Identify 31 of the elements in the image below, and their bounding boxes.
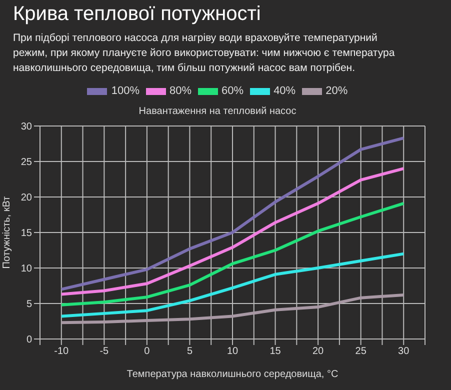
- x-tick-label: 30: [398, 346, 410, 358]
- line-series: [60, 136, 406, 291]
- y-tick-label: 5: [26, 299, 32, 310]
- y-tick-label: 30: [20, 122, 32, 133]
- legend-label: 80%: [168, 85, 192, 97]
- x-tick-label: 20: [312, 346, 324, 358]
- line-series: [60, 252, 406, 318]
- chart-title: Крива теплової потужності: [13, 3, 261, 26]
- y-tick-label: 15: [20, 228, 32, 240]
- y-tick-label: 0: [26, 334, 32, 346]
- x-tick-label: 10: [226, 346, 238, 358]
- x-tick-label: -10: [54, 346, 70, 358]
- legend-label: 20%: [324, 85, 348, 97]
- legend-label: 100%: [110, 85, 140, 97]
- y-tick-label: 25: [20, 157, 32, 168]
- legend-label: 60%: [220, 85, 244, 97]
- x-tick-label: 15: [270, 346, 282, 358]
- legend-label: 40%: [272, 85, 296, 97]
- y-axis-title: Потужність, кВт: [2, 196, 13, 269]
- x-tick-label: 0: [144, 346, 150, 358]
- x-tick-label: 5: [186, 346, 193, 358]
- legend-title: Навантаження на тепловий насос: [138, 106, 298, 117]
- x-tick-label: 25: [355, 346, 367, 358]
- line-series: [60, 202, 406, 306]
- x-axis-title: Температура навколишнього середовища, °C: [126, 369, 338, 380]
- chart-subtitle: При підборі теплового насоса для нагріву води враховуйте температурний режим, при якому плануєте його використовувати: чим нижчою є температура навколишнього середовища, тим більш потужний насос вам потрібен.: [13, 31, 396, 76]
- y-tick-label: 20: [20, 192, 32, 204]
- line-series: [60, 167, 406, 296]
- x-tick-label: -5: [100, 346, 110, 358]
- line-series: [60, 293, 406, 324]
- y-tick-label: 10: [20, 264, 32, 275]
